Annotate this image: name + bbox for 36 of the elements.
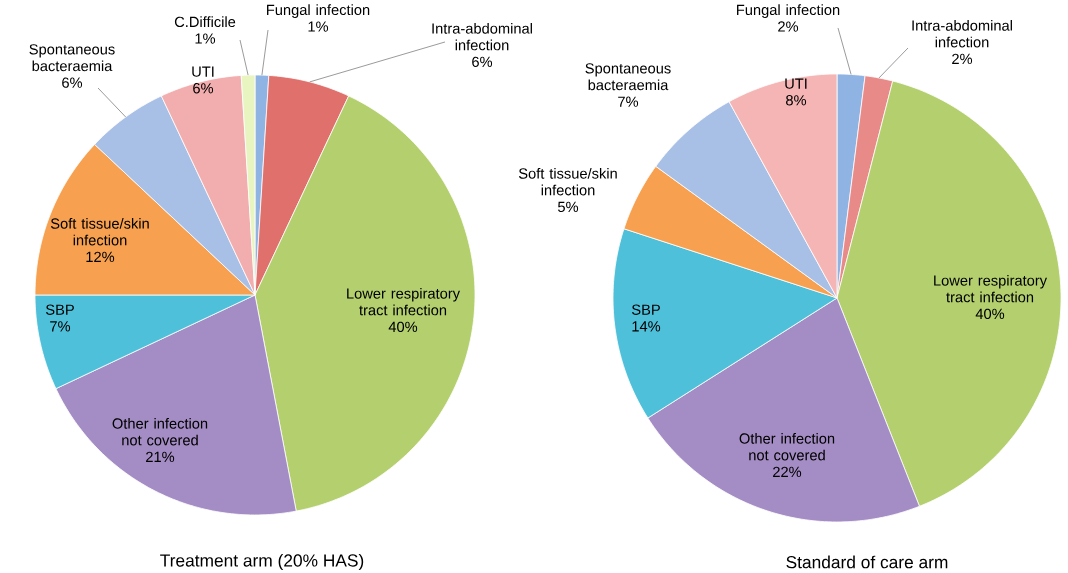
slice-label: Other infection not covered <box>112 417 208 446</box>
slice-label: UTI <box>192 66 214 77</box>
data-label: 12% <box>86 251 115 263</box>
slice-label: SBP <box>632 304 660 315</box>
data-label: 7% <box>618 96 639 107</box>
data-label: 6% <box>472 56 493 68</box>
data-label: 2% <box>952 53 973 65</box>
data-label: 1% <box>195 33 216 44</box>
slice-label: Lower respiratory tract infection <box>347 287 460 316</box>
slice-label: UTI <box>785 78 807 89</box>
slice-label: Intra-abdominal infection <box>912 19 1012 48</box>
slice-label: C.Difficile <box>174 16 236 28</box>
data-label: 1% <box>308 21 329 32</box>
slice-label: SBP <box>46 304 74 315</box>
slice-label: Soft tissue/skin infection <box>50 217 149 246</box>
slice-label: Soft tissue/skin infection <box>518 167 617 196</box>
slice-label: Spontaneous bacteraemia <box>585 63 671 91</box>
data-label: 14% <box>632 321 661 332</box>
data-label: 8% <box>786 95 807 106</box>
slice-label: Other infection not covered <box>739 432 835 461</box>
data-label: 5% <box>558 201 579 213</box>
data-label: 40% <box>388 321 418 333</box>
slice-label: Fungal infection <box>737 4 840 18</box>
text: Standard of care arm <box>786 555 948 569</box>
data-label: 21% <box>146 451 175 463</box>
data-label: 7% <box>50 321 71 332</box>
data-label: 40% <box>975 308 1005 320</box>
slice-label: Intra-abdominal infection <box>432 22 532 51</box>
slice-label: Fungal infection <box>267 4 370 18</box>
data-label: 6% <box>193 83 214 94</box>
data-label: 2% <box>778 21 799 32</box>
slice-label: Spontaneous bacteraemia <box>29 44 115 72</box>
slice-label: Lower respiratory tract infection <box>934 274 1048 303</box>
text: Treatment arm (20% HAS) <box>160 553 364 571</box>
data-label: 6% <box>62 77 83 88</box>
data-label: 22% <box>773 466 802 478</box>
